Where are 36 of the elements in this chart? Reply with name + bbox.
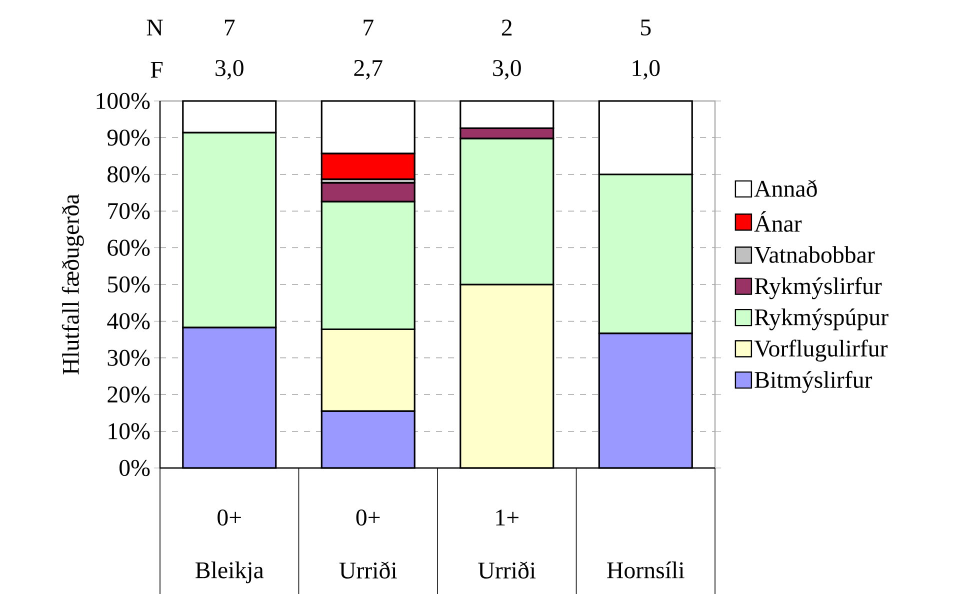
y-tick-label: 10%: [108, 423, 150, 440]
text: 3,0: [493, 60, 521, 80]
text: 2,7: [354, 60, 382, 80]
legend-label: Ánar: [754, 211, 802, 232]
text: 1,0: [632, 60, 660, 80]
text: 0+: [218, 509, 241, 526]
text: 3,0: [216, 60, 244, 80]
y-tick-label: 40%: [107, 313, 150, 330]
y-tick-label: 70%: [108, 202, 150, 220]
y-tick-label: 30%: [108, 350, 150, 366]
legend-label: Vatnabobbar: [754, 246, 875, 264]
text: 7: [224, 20, 235, 36]
y-tick-label: 20%: [108, 386, 150, 403]
y-tick-label: 50%: [108, 276, 150, 293]
y-tick-label: 0%: [120, 460, 150, 476]
text: 1+: [496, 510, 518, 526]
text: 5: [641, 20, 651, 36]
legend-label: Vorflugulirfur: [754, 340, 888, 362]
y-axis-title: Hlutfall fæðugerða: [62, 194, 84, 374]
text: 7: [364, 20, 374, 36]
y-tick-label: 80%: [108, 166, 150, 182]
legend-label: Rykmýspúpur: [754, 308, 888, 330]
text: 2: [502, 20, 512, 36]
text: N: [146, 20, 163, 36]
y-tick-label: 90%: [107, 130, 150, 146]
y-tick-label: 100%: [96, 92, 150, 110]
text: F: [150, 62, 163, 78]
text: 0+: [356, 509, 380, 526]
x-tick-label: Hornsíli: [607, 562, 684, 578]
x-tick-label: Urriði: [478, 562, 536, 579]
y-tick-label: 60%: [108, 240, 150, 256]
legend-label: Annað: [754, 180, 817, 197]
x-tick-label: Urriði: [339, 562, 397, 579]
legend-label: Rykmýslirfur: [754, 277, 882, 300]
x-tick-label: Bleikja: [196, 562, 264, 584]
legend-label: Bitmýslirfur: [754, 370, 872, 393]
